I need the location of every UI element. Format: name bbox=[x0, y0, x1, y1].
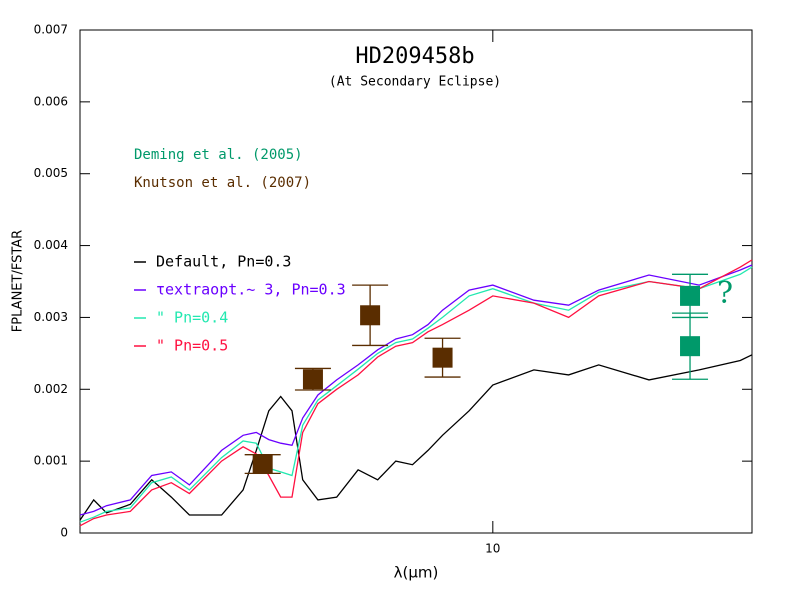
data-point bbox=[252, 454, 273, 475]
y-tick-label: 0.003 bbox=[34, 310, 68, 324]
data-point bbox=[432, 347, 453, 368]
chart-title: HD209458b bbox=[355, 44, 474, 69]
data-point bbox=[360, 305, 381, 326]
annotation: ? bbox=[717, 276, 733, 311]
model-line bbox=[79, 259, 753, 527]
plot-frame bbox=[79, 29, 753, 534]
legend-label: τextraopt.~ 3, Pn=0.3 bbox=[156, 281, 346, 299]
x-axis-label: λ(μm) bbox=[394, 564, 439, 582]
model-line bbox=[79, 266, 753, 523]
legend-label: " Pn=0.5 bbox=[156, 337, 228, 355]
legend-label: Default, Pn=0.3 bbox=[156, 253, 291, 271]
y-tick-label: 0.007 bbox=[34, 23, 68, 37]
data-point bbox=[680, 336, 701, 357]
y-tick-label: 0.004 bbox=[34, 238, 68, 252]
y-tick-label: 0.005 bbox=[34, 166, 68, 180]
observation-legend: Deming et al. (2005) bbox=[134, 147, 303, 163]
data-point bbox=[680, 285, 701, 306]
y-tick-label: 0.006 bbox=[34, 94, 68, 108]
model-line bbox=[79, 264, 753, 516]
y-tick-label: 0.002 bbox=[34, 382, 68, 396]
model-line bbox=[79, 354, 753, 521]
y-tick-label: 0.001 bbox=[34, 454, 68, 468]
legend-label: " Pn=0.4 bbox=[156, 309, 228, 327]
data-point bbox=[302, 369, 323, 390]
x-tick-label: 10 bbox=[485, 542, 500, 556]
observation-legend: Knutson et al. (2007) bbox=[134, 175, 311, 191]
chart-subtitle: (At Secondary Eclipse) bbox=[329, 75, 501, 90]
y-axis-label: FPLANET/FSTAR bbox=[11, 230, 26, 332]
y-tick-label: 0 bbox=[60, 526, 68, 540]
